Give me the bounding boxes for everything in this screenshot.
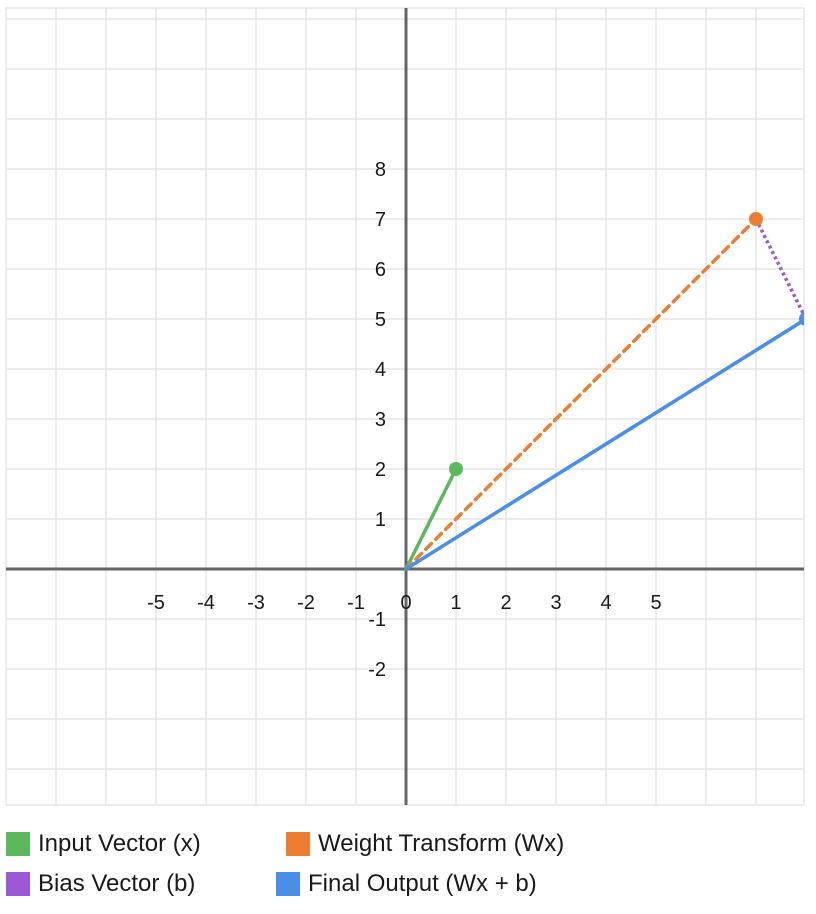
legend-item-input-vector: Input Vector (x): [6, 830, 201, 858]
series-point-final-output-wx-b: [799, 312, 804, 326]
y-tick-label: 7: [375, 209, 386, 231]
series-line-bias-vector-b: [754, 218, 804, 319]
x-tick-label: -2: [297, 592, 315, 614]
series-point-weight-transform-wx: [749, 212, 763, 226]
y-tick-label: 6: [375, 259, 386, 281]
legend-swatch-input-vector: [6, 832, 30, 856]
series-line-input-vector-x: [404, 467, 458, 571]
x-tick-label: -1: [347, 592, 365, 614]
y-tick-label: -2: [368, 659, 386, 681]
axes: [6, 8, 804, 805]
legend-swatch-bias-vector: [6, 872, 30, 896]
legend-item-bias-vector: Bias Vector (b): [6, 870, 195, 898]
legend-label-input-vector: Input Vector (x): [38, 830, 201, 857]
legend-item-weight-transform: Weight Transform (Wx): [286, 830, 564, 858]
x-tick-label: 5: [650, 592, 661, 614]
legend-label-bias-vector: Bias Vector (b): [38, 870, 196, 897]
legend-label-final-output: Final Output (Wx + b): [308, 870, 537, 897]
x-tick-label: 2: [500, 592, 511, 614]
y-tick-label: 4: [375, 359, 386, 381]
x-tick-label: 0: [400, 592, 411, 614]
series-line-final-output-wx-b: [404, 318, 804, 571]
legend-label-weight-transform: Weight Transform (Wx): [318, 830, 565, 857]
y-tick-label: 8: [375, 159, 386, 181]
vector-plot: -5 -4 -3 -2 -1 0 1 2 3 4 5 -2 -1 1 2 3 4 5 6 7 8: [5, 7, 805, 806]
legend-swatch-final-output: [276, 872, 300, 896]
series-line-weight-transform-wx: [404, 217, 758, 571]
x-tick-label: -3: [247, 592, 265, 614]
x-tick-label: -5: [147, 592, 165, 614]
y-tick-label: 3: [375, 409, 386, 431]
legend-item-final-output: Final Output (Wx + b): [276, 870, 537, 898]
x-tick-label: 1: [450, 592, 461, 614]
series: [404, 212, 804, 571]
legend-swatch-weight-transform: [286, 832, 310, 856]
x-tick-label: 4: [600, 592, 611, 614]
series-group: [404, 212, 804, 571]
series-point-input-vector-x: [449, 462, 463, 476]
tick-labels: -5 -4 -3 -2 -1 0 1 2 3 4 5 -2 -1 1 2 3 4 5 6 7 8: [147, 159, 661, 681]
x-tick-label: -4: [197, 592, 215, 614]
y-tick-label: -1: [368, 609, 386, 631]
y-tick-label: 2: [375, 459, 386, 481]
y-tick-label: 5: [375, 309, 386, 331]
x-tick-label: 3: [550, 592, 561, 614]
y-tick-label: 1: [375, 509, 386, 531]
